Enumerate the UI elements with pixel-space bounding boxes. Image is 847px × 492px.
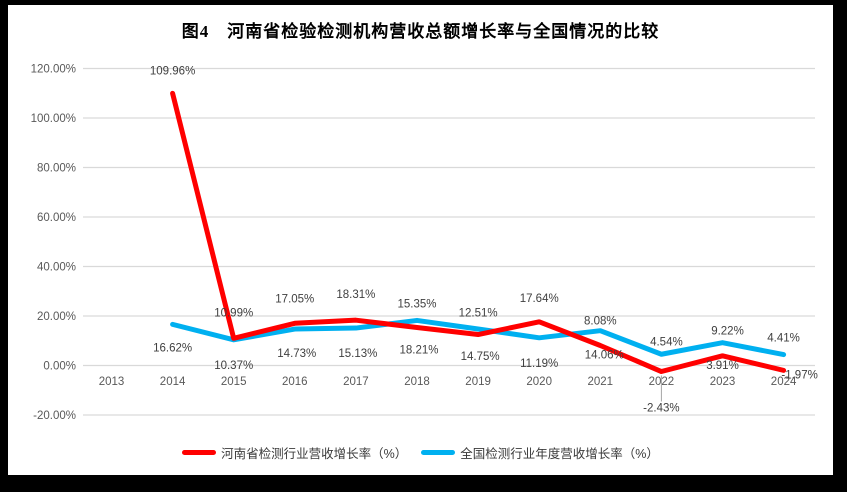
y-tick-label: 60.00%: [37, 212, 76, 224]
x-tick-label: 2015: [221, 376, 247, 388]
x-tick-label: 2013: [99, 376, 125, 388]
national-line-swatch: [421, 450, 456, 455]
chart-title: 图4 河南省检验检测机构营收总额增长率与全国情况的比较: [181, 22, 660, 41]
henan-data-label: 17.05%: [275, 293, 314, 305]
x-tick-label: 2023: [710, 376, 736, 388]
x-tick-label: 2020: [526, 376, 552, 388]
x-tick-label: 2017: [343, 376, 369, 388]
x-tick-label: 2018: [404, 376, 430, 388]
x-tick-label: 2024: [771, 376, 797, 388]
henan-growth-line: [170, 90, 787, 375]
legend-item-henan: 河南省检测行业营收增长率（%）: [182, 443, 407, 462]
henan-data-label: 15.35%: [397, 299, 436, 311]
legend-label-national: 全国检测行业年度营收增长率（%）: [460, 447, 659, 461]
henan-data-label: 10.99%: [214, 307, 253, 319]
legend-item-national: 全国检测行业年度营收增长率（%）: [421, 443, 659, 462]
national-data-label: 9.22%: [711, 326, 744, 338]
x-tick-label: 2021: [588, 376, 614, 388]
national-data-label: 15.13%: [338, 348, 377, 360]
y-tick-label: 20.00%: [37, 311, 76, 323]
chart-canvas: [8, 5, 833, 475]
henan-data-label: 3.91%: [706, 360, 739, 372]
henan-line-swatch: [182, 450, 217, 455]
henan-data-label: -2.43%: [643, 403, 679, 415]
y-tick-label: 80.00%: [37, 163, 76, 175]
y-tick-label: 100.00%: [31, 113, 76, 125]
y-tick-label: 0.00%: [43, 361, 76, 373]
henan-data-label: -1.97%: [781, 369, 817, 381]
national-data-label: 10.37%: [214, 360, 253, 372]
y-tick-label: 120.00%: [31, 64, 76, 76]
x-tick-label: 2019: [465, 376, 491, 388]
henan-data-label: 12.51%: [459, 308, 498, 320]
national-data-label: 18.21%: [399, 344, 438, 356]
legend-label-henan: 河南省检测行业营收增长率（%）: [221, 447, 408, 461]
y-tick-label: -20.00%: [33, 410, 76, 422]
henan-data-label: 18.31%: [336, 289, 375, 301]
national-data-label: 14.06%: [585, 350, 624, 362]
henan-data-label: 8.08%: [584, 316, 617, 328]
y-tick-label: 40.00%: [37, 262, 76, 274]
x-tick-label: 2014: [160, 376, 186, 388]
henan-data-label: 109.96%: [150, 65, 195, 77]
x-tick-label: 2016: [282, 376, 308, 388]
henan-data-label: 17.64%: [520, 293, 559, 305]
national-data-label: 4.54%: [650, 336, 683, 348]
national-data-label: 16.62%: [153, 342, 192, 354]
national-data-label: 14.73%: [277, 348, 316, 360]
legend: 河南省检测行业营收增长率（%） 全国检测行业年度营收增长率（%）: [8, 443, 833, 462]
national-data-label: 4.41%: [767, 333, 800, 345]
national-data-label: 14.75%: [461, 351, 500, 363]
national-growth-line: [170, 317, 787, 358]
national-data-label: 11.19%: [520, 358, 558, 370]
